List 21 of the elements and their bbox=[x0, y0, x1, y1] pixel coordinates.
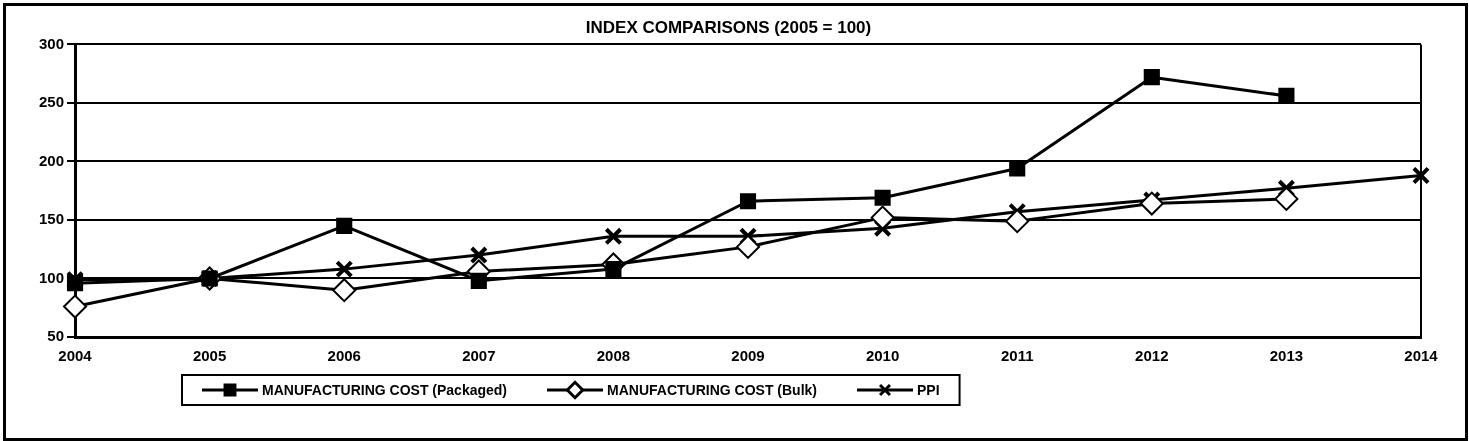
x-tick-label: 2004 bbox=[58, 347, 93, 365]
x-tick-label: 2009 bbox=[731, 347, 765, 365]
chart-title: INDEX COMPARISONS (2005 = 100) bbox=[585, 17, 872, 37]
x-tick-label: 2006 bbox=[327, 347, 361, 365]
y-tick-label: 150 bbox=[39, 210, 65, 228]
x-tick-label: 2011 bbox=[1000, 347, 1034, 365]
x-tick-label: 2012 bbox=[1135, 347, 1169, 365]
x-tick-label: 2005 bbox=[192, 347, 227, 365]
x-tick-label: 2010 bbox=[865, 347, 900, 365]
y-tick-label: 250 bbox=[39, 93, 65, 111]
y-tick-label: 50 bbox=[47, 327, 65, 345]
y-tick-label: 100 bbox=[39, 268, 65, 286]
x-tick-label: 2008 bbox=[596, 347, 631, 365]
y-tick-label: 200 bbox=[39, 151, 65, 169]
y-tick-label: 300 bbox=[39, 34, 65, 52]
legend-label: MANUFACTURING COST (Packaged) bbox=[262, 381, 508, 398]
legend-label: MANUFACTURING COST (Bulk) bbox=[607, 381, 818, 398]
x-tick-label: 2007 bbox=[462, 347, 496, 365]
x-tick-label: 2014 bbox=[1404, 347, 1439, 365]
legend-label: PPI bbox=[917, 381, 940, 398]
x-tick-label: 2013 bbox=[1269, 347, 1304, 365]
